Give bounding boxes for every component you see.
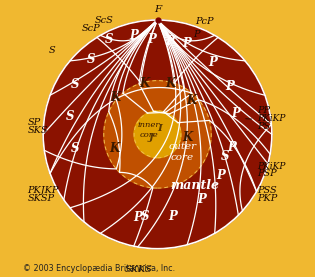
Text: PcP: PcP (196, 17, 214, 26)
Text: PKiKP: PKiKP (257, 114, 285, 123)
Text: P: P (134, 211, 143, 224)
Text: PKJKP: PKJKP (27, 186, 59, 195)
Text: F: F (154, 5, 161, 14)
Text: K: K (182, 131, 192, 144)
Circle shape (138, 114, 177, 154)
Text: P: P (232, 107, 240, 120)
Text: P: P (168, 210, 177, 223)
Text: © 2003 Encyclopædia Britannica, Inc.: © 2003 Encyclopædia Britannica, Inc. (23, 264, 175, 273)
Text: P: P (130, 29, 139, 42)
Text: mantle: mantle (170, 179, 219, 192)
Text: P: P (165, 35, 174, 48)
Text: P: P (227, 141, 236, 154)
Circle shape (129, 106, 186, 162)
Text: P: P (147, 33, 157, 46)
Text: P: P (197, 193, 206, 206)
Circle shape (123, 100, 192, 169)
Circle shape (80, 57, 235, 212)
Text: K: K (111, 91, 121, 104)
Text: J: J (149, 133, 154, 142)
Text: P: P (216, 169, 225, 182)
Text: PS: PS (257, 122, 270, 131)
Text: K: K (139, 77, 149, 90)
Circle shape (117, 94, 198, 175)
Circle shape (152, 129, 163, 140)
Circle shape (71, 47, 244, 221)
Text: S: S (105, 33, 113, 46)
Text: SP: SP (28, 118, 41, 127)
Text: S: S (49, 46, 55, 55)
Text: PKiKP: PKiKP (257, 161, 285, 171)
Text: outer
core: outer core (168, 142, 196, 162)
Text: P: P (182, 37, 191, 50)
Text: PP: PP (257, 106, 270, 116)
Text: S: S (66, 111, 74, 124)
Circle shape (110, 87, 205, 182)
Text: P: P (225, 79, 234, 93)
Text: S: S (71, 142, 80, 155)
Text: SKKS: SKKS (124, 265, 152, 274)
Circle shape (89, 66, 226, 203)
Circle shape (141, 118, 174, 151)
Text: S: S (71, 78, 80, 91)
Circle shape (148, 125, 167, 144)
Text: K: K (166, 77, 176, 90)
Circle shape (145, 121, 170, 147)
Text: K: K (186, 94, 196, 107)
Text: K: K (109, 142, 119, 155)
Circle shape (43, 20, 272, 249)
Text: SKSP: SKSP (27, 194, 54, 202)
Circle shape (134, 111, 181, 158)
Circle shape (136, 113, 179, 156)
Text: ScS: ScS (95, 16, 114, 25)
Circle shape (104, 81, 211, 188)
Text: PKP: PKP (257, 194, 277, 203)
Text: S: S (87, 53, 95, 66)
Text: S: S (221, 150, 229, 163)
Text: S: S (141, 210, 149, 223)
Text: PSP: PSP (257, 169, 276, 178)
Text: P: P (193, 30, 200, 39)
Text: inner
core: inner core (137, 121, 160, 139)
Circle shape (61, 38, 254, 230)
Circle shape (52, 29, 263, 240)
Text: I: I (157, 124, 162, 132)
Text: P: P (208, 56, 217, 69)
Text: ScP: ScP (82, 24, 100, 33)
Text: SKS: SKS (28, 126, 49, 135)
Text: PSS: PSS (257, 186, 276, 195)
